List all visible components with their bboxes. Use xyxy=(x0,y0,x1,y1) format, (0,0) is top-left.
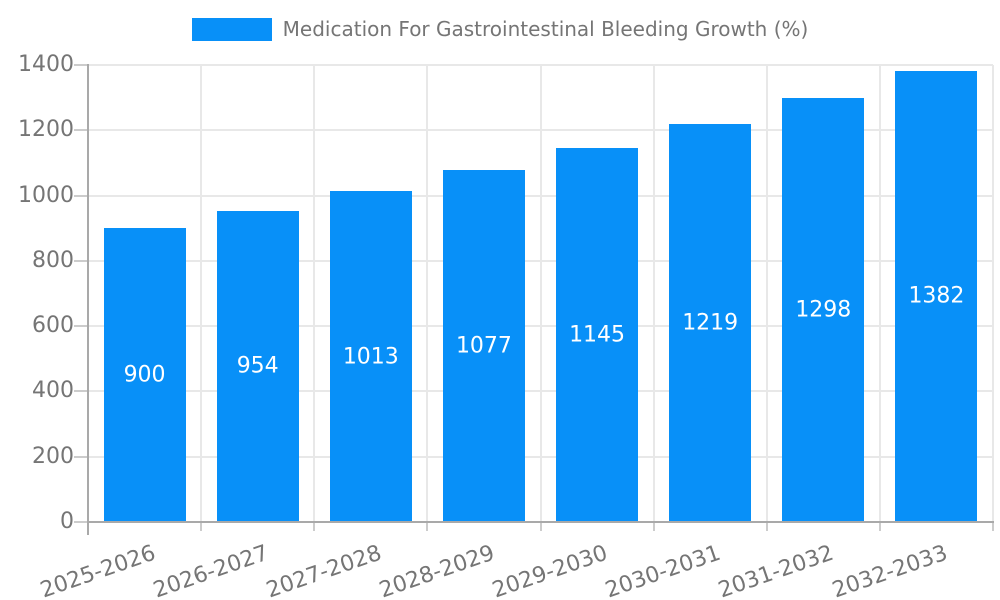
bar-value-label: 954 xyxy=(236,353,279,379)
bar-value-label: 1013 xyxy=(342,344,399,370)
v-gridline xyxy=(539,65,542,522)
bar[interactable]: 1219 xyxy=(669,124,752,522)
v-gridline xyxy=(426,65,429,522)
chart-legend[interactable]: Medication For Gastrointestinal Bleeding… xyxy=(0,17,1000,41)
legend-swatch xyxy=(191,17,272,41)
y-axis-label: 1400 xyxy=(18,52,74,77)
v-gridline xyxy=(992,65,994,522)
x-tick xyxy=(313,522,316,531)
bar[interactable]: 1382 xyxy=(895,70,978,522)
x-axis-label: 2032-2033 xyxy=(828,540,951,600)
y-axis-label: 1000 xyxy=(18,182,74,208)
y-axis-label: 800 xyxy=(32,247,74,273)
x-tick xyxy=(992,522,994,531)
bar[interactable]: 900 xyxy=(103,228,186,522)
x-axis-label: 2028-2029 xyxy=(376,540,498,600)
bar-value-label: 900 xyxy=(123,362,166,388)
y-tick xyxy=(74,259,88,262)
y-tick xyxy=(74,64,88,66)
y-tick xyxy=(74,455,88,458)
chart-title: Medication For Gastrointestinal Bleeding… xyxy=(282,17,809,41)
y-axis-label: 600 xyxy=(32,313,74,339)
y-tick xyxy=(74,390,88,393)
y-axis-label: 400 xyxy=(32,378,74,404)
bar[interactable]: 1145 xyxy=(556,148,639,522)
bar[interactable]: 1298 xyxy=(782,98,865,522)
y-axis-label: 200 xyxy=(32,443,74,469)
y-tick xyxy=(74,129,88,132)
x-axis-label: 2027-2028 xyxy=(263,540,385,600)
bar-value-label: 1219 xyxy=(682,310,739,336)
x-axis-line xyxy=(87,521,994,523)
x-tick xyxy=(878,522,881,531)
x-axis-label: 2029-2030 xyxy=(489,540,611,600)
bar-value-label: 1145 xyxy=(569,322,626,348)
x-axis-label: 2031-2032 xyxy=(715,540,838,600)
x-axis-label: 2030-2031 xyxy=(602,540,725,600)
bar[interactable]: 954 xyxy=(216,210,299,522)
y-axis-line xyxy=(87,64,89,535)
y-tick xyxy=(74,194,88,197)
y-axis-label: 0 xyxy=(60,509,74,534)
bar[interactable]: 1077 xyxy=(442,170,525,522)
v-gridline xyxy=(765,65,768,522)
x-tick xyxy=(200,522,203,531)
v-gridline xyxy=(652,65,655,522)
bar[interactable]: 1013 xyxy=(329,191,412,522)
bar-value-label: 1077 xyxy=(455,333,512,359)
v-gridline xyxy=(200,65,203,522)
x-axis-label: 2025-2026 xyxy=(36,540,159,600)
x-tick xyxy=(539,522,542,531)
x-axis-label: 2026-2027 xyxy=(150,540,272,600)
x-tick xyxy=(652,522,655,531)
x-tick xyxy=(426,522,429,531)
v-gridline xyxy=(878,65,881,522)
y-axis-label: 1200 xyxy=(18,117,74,143)
bar-value-label: 1382 xyxy=(908,283,965,309)
y-tick xyxy=(74,521,88,523)
y-tick xyxy=(74,325,88,328)
v-gridline xyxy=(313,65,316,522)
bar-value-label: 1298 xyxy=(795,297,852,323)
x-tick xyxy=(765,522,768,531)
